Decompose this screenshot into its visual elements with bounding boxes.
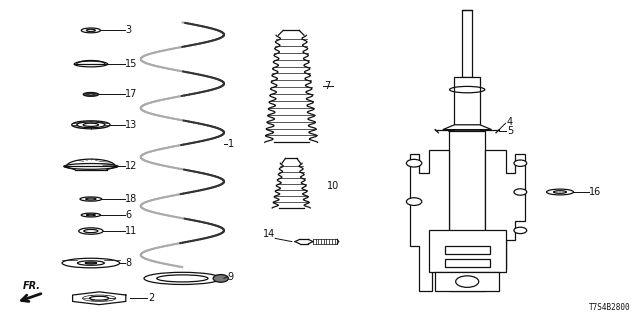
Circle shape: [456, 276, 479, 287]
Text: 5: 5: [507, 126, 513, 136]
Text: 3: 3: [125, 25, 132, 36]
Text: 6: 6: [125, 210, 132, 220]
Text: 8: 8: [125, 258, 132, 268]
Text: 13: 13: [125, 120, 138, 130]
Circle shape: [406, 159, 422, 167]
FancyBboxPatch shape: [435, 272, 499, 291]
Text: 12: 12: [125, 161, 138, 172]
Text: 2: 2: [148, 293, 154, 303]
Text: 4: 4: [507, 117, 513, 127]
Circle shape: [514, 189, 527, 195]
Circle shape: [213, 275, 228, 282]
Text: 14: 14: [263, 229, 275, 239]
Text: 9: 9: [228, 272, 234, 282]
Text: 11: 11: [125, 226, 138, 236]
Circle shape: [514, 160, 527, 166]
Text: T7S4B2800: T7S4B2800: [589, 303, 630, 312]
FancyBboxPatch shape: [445, 246, 490, 254]
Text: FR.: FR.: [23, 281, 41, 291]
Text: 15: 15: [125, 59, 138, 69]
Circle shape: [406, 198, 422, 205]
Text: 18: 18: [125, 194, 138, 204]
Polygon shape: [410, 150, 449, 291]
Polygon shape: [443, 125, 492, 130]
FancyBboxPatch shape: [449, 131, 485, 291]
Text: 1: 1: [228, 139, 234, 149]
FancyBboxPatch shape: [429, 230, 506, 272]
Text: 10: 10: [327, 180, 339, 191]
FancyBboxPatch shape: [454, 77, 480, 125]
Text: 16: 16: [589, 187, 602, 197]
Circle shape: [514, 227, 527, 234]
Ellipse shape: [85, 262, 97, 264]
Polygon shape: [485, 150, 525, 269]
FancyBboxPatch shape: [445, 259, 490, 267]
Text: 7: 7: [324, 81, 330, 92]
Text: 17: 17: [125, 89, 138, 100]
Ellipse shape: [83, 92, 99, 96]
Ellipse shape: [88, 93, 94, 95]
FancyBboxPatch shape: [462, 10, 472, 77]
